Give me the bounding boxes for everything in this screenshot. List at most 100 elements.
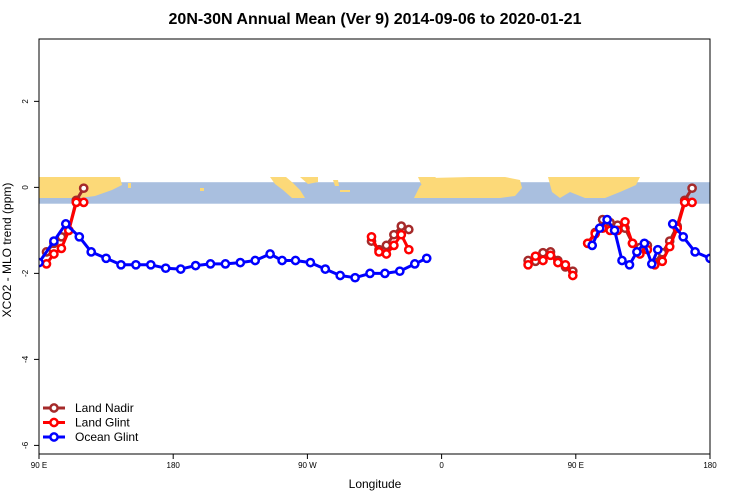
- data-point: [381, 249, 392, 259]
- data-point: [305, 257, 316, 268]
- data-point: [567, 270, 578, 281]
- map-land-patch: [128, 183, 131, 188]
- map-land-patch: [414, 177, 522, 198]
- y-tick-label: -2: [21, 269, 30, 277]
- data-point: [71, 197, 82, 208]
- data-point: [560, 259, 571, 270]
- legend-label: Land Glint: [75, 416, 130, 430]
- data-point: [687, 197, 697, 208]
- data-point: [639, 238, 650, 249]
- data-point: [116, 259, 126, 270]
- series-land-glint: [41, 197, 697, 281]
- world-map-band: [39, 177, 710, 204]
- data-point: [679, 197, 690, 208]
- map-land-patch: [548, 177, 640, 198]
- data-point: [396, 229, 407, 240]
- data-point: [74, 231, 85, 242]
- map-land-patch: [418, 177, 436, 186]
- data-point: [380, 268, 390, 279]
- data-point: [403, 244, 414, 255]
- y-axis: 2 0 -2 -4 -6: [21, 99, 39, 449]
- map-ocean: [39, 182, 710, 204]
- data-point: [250, 255, 261, 266]
- data-point: [41, 259, 52, 269]
- data-point: [617, 255, 627, 266]
- data-point: [705, 253, 710, 264]
- x-tick-label: 180: [703, 461, 717, 470]
- map-land-patch: [592, 183, 596, 187]
- data-point: [381, 240, 392, 251]
- data-point: [56, 243, 67, 254]
- data-point: [220, 259, 231, 269]
- map-land-patch: [340, 190, 350, 192]
- y-tick-label: 0: [21, 185, 30, 190]
- plot-frame: [38, 38, 711, 455]
- data-point: [523, 259, 533, 270]
- map-land-patch: [270, 177, 305, 198]
- y-axis-label: XCO2 - MLO trend (ppm): [0, 183, 14, 318]
- data-point: [403, 224, 414, 235]
- data-point: [277, 255, 287, 266]
- x-tick-label: 90 W: [298, 461, 317, 470]
- data-point: [421, 253, 432, 264]
- data-point: [646, 259, 657, 269]
- data-point: [374, 247, 384, 257]
- data-point: [624, 259, 635, 270]
- y-tick-label: -6: [21, 441, 30, 449]
- data-point: [78, 197, 89, 208]
- data-point: [78, 183, 89, 194]
- data-point: [49, 236, 59, 246]
- legend-item: Land Glint: [43, 416, 130, 430]
- legend-swatch-marker: [49, 432, 59, 442]
- data-point: [609, 225, 620, 236]
- legend-item: Land Nadir: [43, 401, 134, 415]
- data-point: [350, 272, 360, 283]
- data-point: [620, 216, 630, 227]
- legend-swatch-marker: [49, 403, 59, 413]
- data-point: [389, 240, 399, 251]
- data-point: [365, 268, 375, 279]
- y-tick-label: 2: [21, 99, 30, 104]
- data-point: [366, 231, 377, 242]
- data-point: [335, 270, 346, 281]
- data-point: [687, 183, 697, 194]
- data-point: [627, 238, 638, 249]
- data-point: [409, 259, 420, 269]
- data-point: [664, 241, 675, 252]
- series-ocean-glint: [39, 214, 710, 283]
- data-point: [145, 259, 156, 270]
- data-point: [205, 259, 216, 269]
- data-point: [538, 247, 548, 258]
- data-point: [60, 219, 71, 229]
- data-point: [394, 266, 405, 277]
- x-tick-label: 90 E: [568, 461, 584, 470]
- data-point: [678, 231, 689, 242]
- data-point: [175, 264, 186, 274]
- map-land-patch: [300, 177, 318, 184]
- data-point: [545, 250, 556, 261]
- legend-swatch-marker: [49, 417, 59, 428]
- data-point: [657, 256, 668, 267]
- data-point: [290, 255, 301, 266]
- data-point: [538, 255, 548, 266]
- data-point: [690, 247, 700, 257]
- data-point: [594, 223, 605, 234]
- data-point: [101, 253, 111, 264]
- x-axis-label: Longitude: [349, 477, 402, 491]
- data-point: [49, 249, 59, 259]
- y-tick-label: -4: [21, 355, 30, 363]
- data-point: [86, 247, 97, 257]
- data-point: [265, 249, 275, 259]
- map-land-patch: [333, 180, 339, 186]
- series-layer: [39, 183, 710, 283]
- data-point: [235, 257, 246, 268]
- data-point: [131, 259, 141, 270]
- data-point: [396, 221, 407, 231]
- data-point: [652, 244, 663, 255]
- x-tick-label: 180: [167, 461, 181, 470]
- data-point: [632, 247, 642, 257]
- data-point: [602, 214, 612, 225]
- chart-title: 20N-30N Annual Mean (Ver 9) 2014-09-06 t…: [169, 11, 582, 28]
